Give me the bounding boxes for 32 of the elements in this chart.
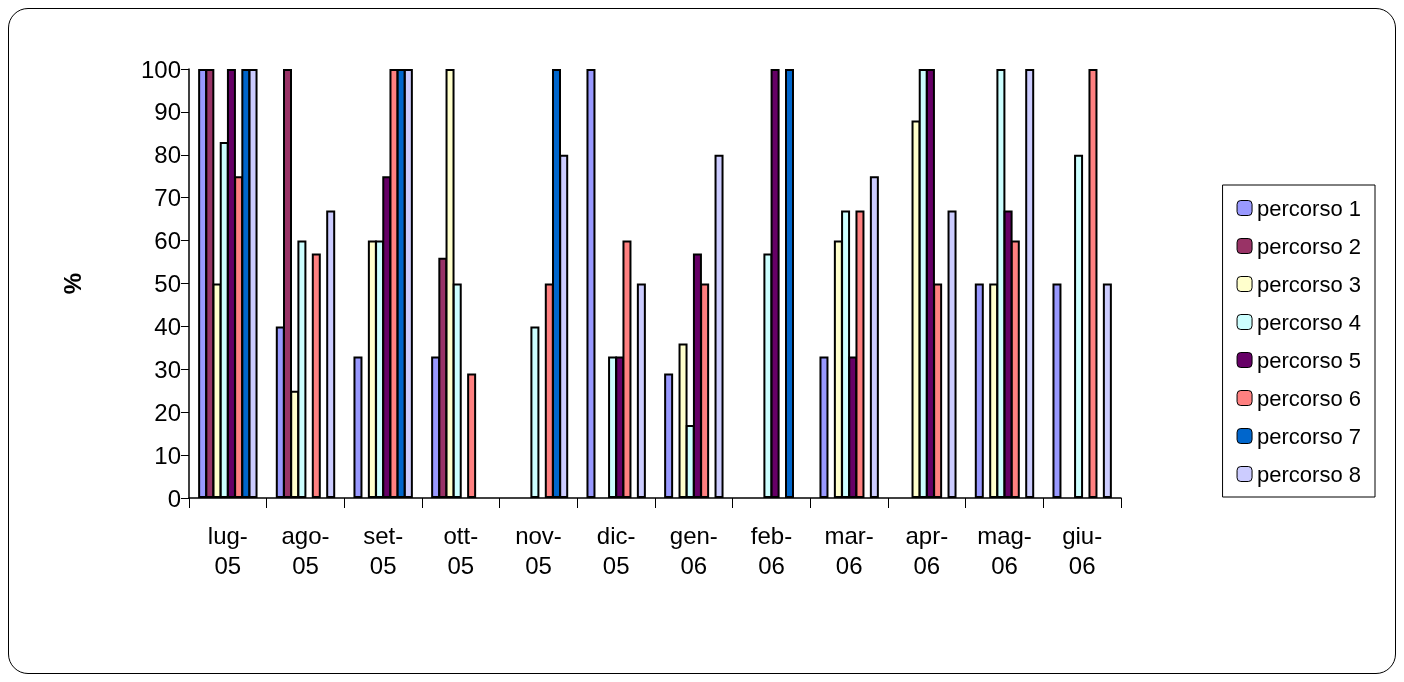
legend-label: percorso 5 [1257,347,1362,373]
x-tick-label: giu-06 [1062,521,1103,579]
y-tick-label: 40 [154,312,181,340]
y-tick-label: 20 [154,398,181,426]
legend-label: percorso 4 [1257,309,1362,335]
legend-label: percorso 2 [1257,233,1362,259]
y-tick-label: 90 [154,98,181,126]
y-axis-title: % [58,272,86,295]
x-tick-label: mar-06 [824,521,874,579]
y-tick-label: 0 [167,484,181,512]
x-tick-label: ago-05 [281,521,330,579]
legend-label: percorso 1 [1257,195,1362,221]
y-tick-label: 80 [154,141,181,169]
y-tick-label: 70 [154,184,181,212]
x-tick-label: dic-05 [596,521,636,579]
y-tick-label: 30 [154,355,181,383]
y-tick-label: 10 [154,441,181,469]
x-tick-label: ott-05 [443,521,479,579]
x-tick-label: lug-05 [207,521,248,579]
x-tick-label: mag-06 [977,521,1032,579]
x-tick-label: apr-06 [905,521,949,579]
y-tick-label: 100 [140,55,181,83]
x-tick-label: set-05 [363,521,404,579]
legend-label: percorso 8 [1257,461,1362,487]
y-tick-label: 50 [154,270,181,297]
legend-label: percorso 7 [1257,423,1362,449]
x-tick-label: nov-05 [515,521,562,579]
legend-label: percorso 6 [1257,385,1362,411]
y-tick-label: 60 [154,227,181,255]
legend-label: percorso 3 [1257,271,1362,297]
x-tick-label: gen-06 [669,521,718,579]
x-tick-label: feb-06 [750,521,793,579]
